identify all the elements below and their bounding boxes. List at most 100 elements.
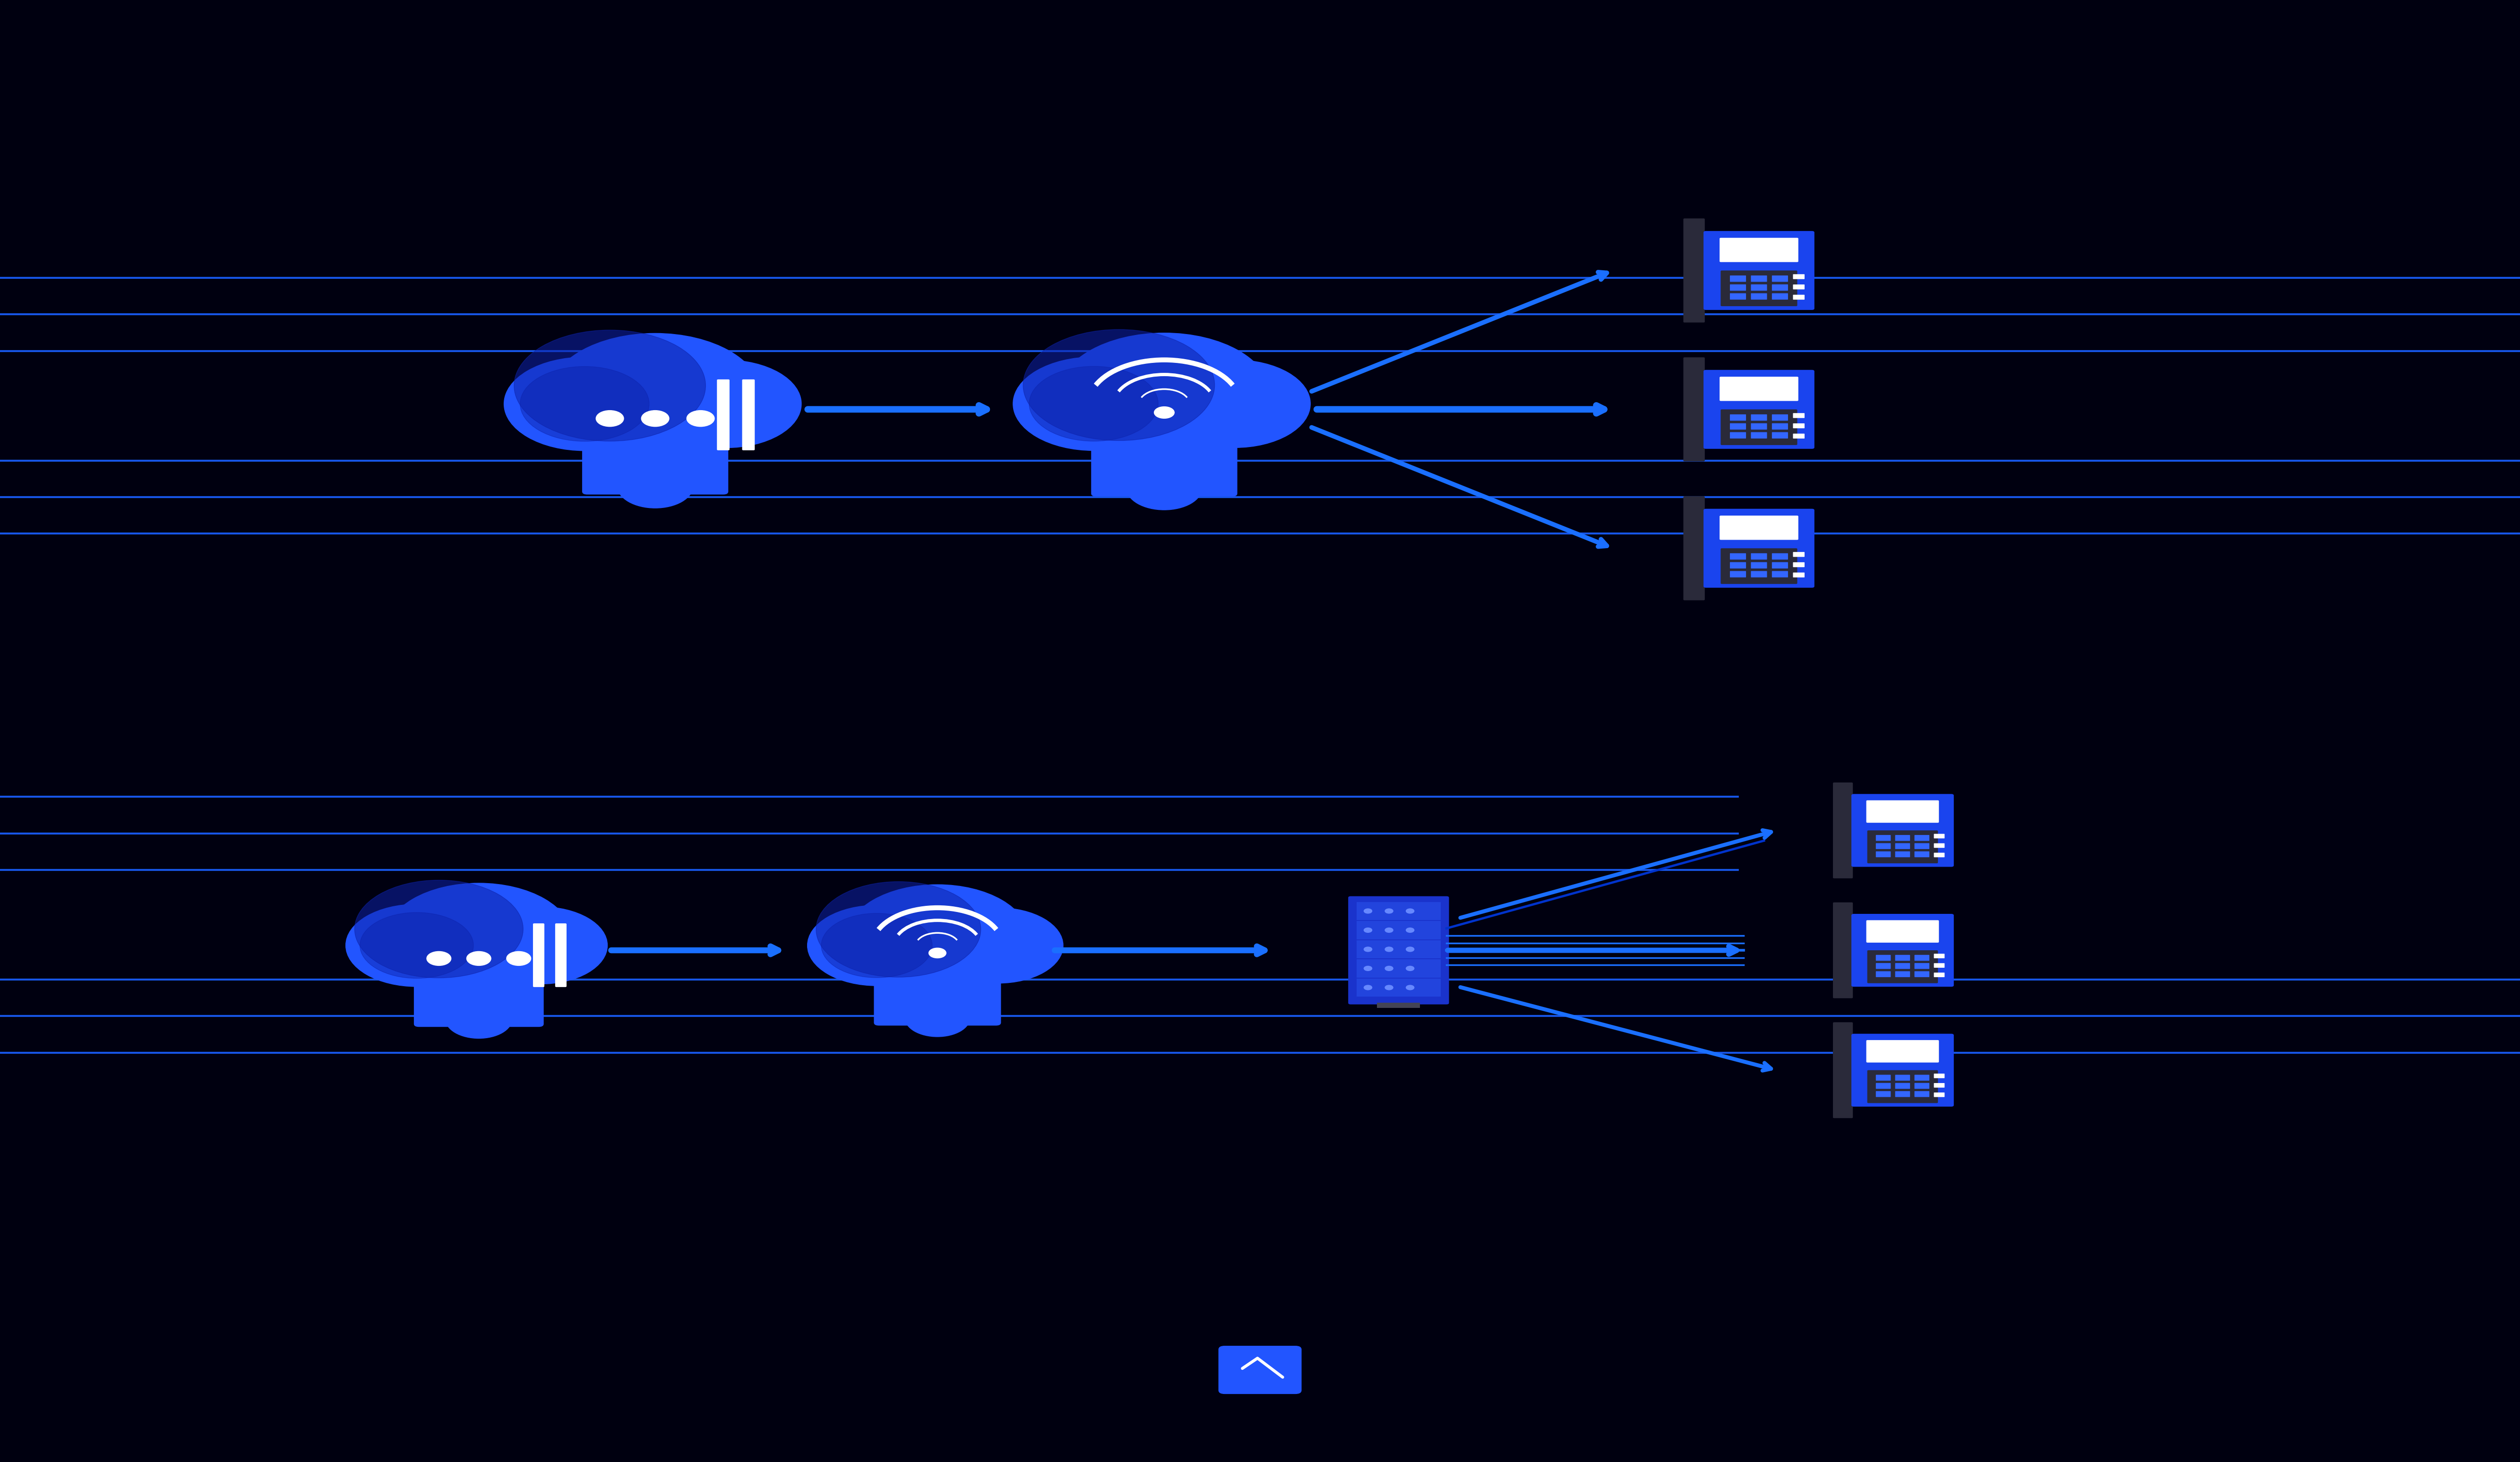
Circle shape [905,999,970,1037]
FancyBboxPatch shape [1915,971,1930,977]
FancyBboxPatch shape [1875,963,1890,969]
FancyBboxPatch shape [1729,423,1746,430]
FancyBboxPatch shape [1794,553,1804,557]
FancyBboxPatch shape [1895,955,1910,961]
FancyBboxPatch shape [1751,414,1767,421]
FancyBboxPatch shape [718,379,731,450]
FancyBboxPatch shape [1751,572,1767,577]
FancyBboxPatch shape [1719,238,1799,262]
FancyBboxPatch shape [1895,963,1910,969]
FancyBboxPatch shape [1915,835,1930,841]
FancyBboxPatch shape [1772,553,1789,560]
Circle shape [617,465,693,509]
Circle shape [650,360,801,447]
Circle shape [1406,947,1414,952]
FancyBboxPatch shape [1721,548,1797,583]
Circle shape [847,885,1028,990]
Circle shape [1363,928,1371,933]
FancyBboxPatch shape [1704,231,1814,310]
Circle shape [1023,329,1215,440]
FancyBboxPatch shape [1729,284,1746,291]
FancyBboxPatch shape [1729,572,1746,577]
FancyBboxPatch shape [1832,1022,1852,1118]
FancyBboxPatch shape [1721,270,1797,306]
FancyBboxPatch shape [1704,370,1814,449]
FancyBboxPatch shape [1772,275,1789,282]
FancyBboxPatch shape [1751,561,1767,569]
Circle shape [1386,909,1394,914]
FancyBboxPatch shape [1356,978,1441,997]
FancyBboxPatch shape [1875,1075,1890,1080]
FancyBboxPatch shape [1832,782,1852,879]
Circle shape [1406,966,1414,971]
FancyBboxPatch shape [413,931,544,1026]
FancyBboxPatch shape [1356,902,1441,920]
FancyBboxPatch shape [1772,423,1789,430]
FancyBboxPatch shape [1933,972,1945,977]
FancyBboxPatch shape [1751,423,1767,430]
FancyBboxPatch shape [1772,414,1789,421]
FancyBboxPatch shape [1772,284,1789,291]
Circle shape [519,367,650,442]
FancyBboxPatch shape [1729,433,1746,439]
Circle shape [416,955,542,1028]
Circle shape [1154,406,1174,418]
FancyBboxPatch shape [1895,1091,1910,1096]
FancyBboxPatch shape [1794,563,1804,567]
Circle shape [514,330,706,442]
Circle shape [1363,909,1371,914]
FancyBboxPatch shape [1875,1091,1890,1096]
FancyBboxPatch shape [1895,835,1910,841]
FancyBboxPatch shape [1220,1345,1303,1395]
FancyBboxPatch shape [1356,959,1441,978]
Circle shape [822,914,932,978]
FancyBboxPatch shape [1895,851,1910,857]
FancyBboxPatch shape [1772,433,1789,439]
Circle shape [426,952,451,965]
FancyBboxPatch shape [1895,844,1910,849]
FancyBboxPatch shape [1875,955,1890,961]
Circle shape [1406,928,1414,933]
FancyBboxPatch shape [1751,294,1767,300]
FancyBboxPatch shape [1915,1083,1930,1089]
FancyBboxPatch shape [1875,1083,1890,1089]
FancyBboxPatch shape [1729,561,1746,569]
FancyBboxPatch shape [1356,921,1441,939]
FancyBboxPatch shape [1686,268,1716,273]
FancyBboxPatch shape [1794,285,1804,289]
FancyBboxPatch shape [743,379,756,450]
FancyBboxPatch shape [1867,1039,1938,1063]
FancyBboxPatch shape [1915,851,1930,857]
FancyBboxPatch shape [1933,852,1945,857]
FancyBboxPatch shape [1729,414,1746,421]
FancyBboxPatch shape [1376,1003,1421,1007]
Circle shape [1363,966,1371,971]
Circle shape [806,905,945,985]
FancyBboxPatch shape [1683,218,1706,323]
FancyBboxPatch shape [1852,794,1953,867]
Circle shape [1386,985,1394,990]
Circle shape [1013,357,1174,450]
FancyBboxPatch shape [1721,409,1797,444]
FancyBboxPatch shape [1794,424,1804,428]
FancyBboxPatch shape [1915,963,1930,969]
FancyBboxPatch shape [1933,953,1945,958]
Circle shape [1094,415,1235,497]
FancyBboxPatch shape [1751,275,1767,282]
Circle shape [345,904,489,987]
FancyBboxPatch shape [1915,1091,1930,1096]
FancyBboxPatch shape [1852,1034,1953,1107]
Circle shape [355,880,524,978]
FancyBboxPatch shape [1794,434,1804,439]
Circle shape [597,411,625,427]
Circle shape [507,952,532,965]
Circle shape [360,912,474,978]
FancyBboxPatch shape [1719,377,1799,401]
FancyBboxPatch shape [1772,572,1789,577]
FancyBboxPatch shape [1729,553,1746,560]
FancyBboxPatch shape [1895,1075,1910,1080]
FancyBboxPatch shape [1794,275,1804,279]
FancyBboxPatch shape [1875,835,1890,841]
FancyBboxPatch shape [1348,896,1449,1004]
FancyBboxPatch shape [1933,963,1945,968]
